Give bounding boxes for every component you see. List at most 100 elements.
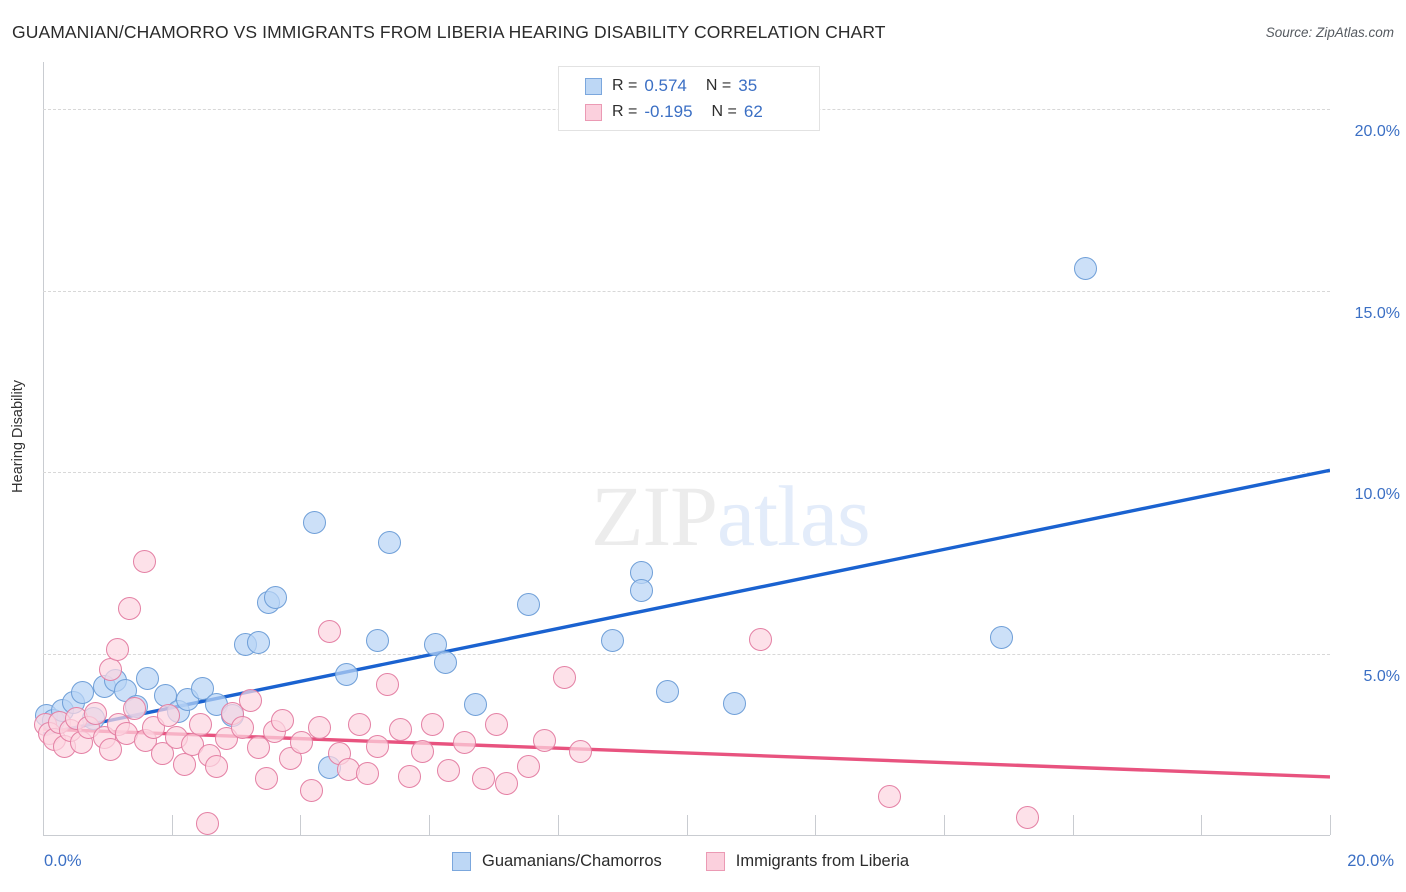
scatter-point[interactable] bbox=[366, 629, 390, 653]
x-axis-tick bbox=[43, 815, 44, 835]
r-value-blue: 0.574 bbox=[644, 76, 687, 95]
y-axis-tick-label: 20.0% bbox=[1354, 123, 1400, 141]
series-legend: Guamanians/Chamorros Immigrants from Lib… bbox=[452, 852, 909, 871]
scatter-point[interactable] bbox=[398, 764, 422, 788]
scatter-point[interactable] bbox=[99, 738, 123, 762]
trend-line bbox=[43, 468, 1330, 736]
scatter-point[interactable] bbox=[247, 631, 271, 655]
scatter-point[interactable] bbox=[156, 703, 180, 727]
x-axis-tick bbox=[1072, 815, 1074, 835]
y-axis-line bbox=[43, 62, 44, 835]
scatter-point[interactable] bbox=[1073, 257, 1097, 281]
x-axis-tick bbox=[171, 815, 173, 835]
scatter-point[interactable] bbox=[189, 712, 213, 736]
r-label-pink: R = bbox=[612, 103, 638, 120]
scatter-point[interactable] bbox=[388, 718, 412, 742]
scatter-point[interactable] bbox=[433, 651, 457, 675]
correlation-legend: R = 0.574 N = 35 R = -0.195 N = 62 bbox=[558, 66, 820, 131]
n-value-blue: 35 bbox=[738, 76, 758, 95]
scatter-point[interactable] bbox=[105, 638, 129, 662]
legend-swatch-guamanians bbox=[585, 77, 602, 95]
scatter-point[interactable] bbox=[133, 549, 157, 573]
x-axis-tick bbox=[943, 815, 945, 835]
scatter-point[interactable] bbox=[436, 758, 460, 782]
y-axis-tick-label: 10.0% bbox=[1354, 486, 1400, 504]
scatter-point[interactable] bbox=[303, 511, 327, 535]
legend-swatch-liberia bbox=[585, 103, 602, 121]
scatter-point[interactable] bbox=[517, 593, 541, 617]
gridline bbox=[43, 472, 1330, 474]
x-axis-tick bbox=[300, 815, 302, 835]
scatter-point[interactable] bbox=[533, 729, 557, 753]
series-swatch-guamanians bbox=[452, 852, 471, 871]
scatter-point[interactable] bbox=[173, 752, 197, 776]
scatter-point[interactable] bbox=[247, 736, 271, 760]
n-value-pink: 62 bbox=[743, 102, 763, 121]
scatter-point[interactable] bbox=[84, 701, 108, 725]
scatter-point[interactable] bbox=[118, 596, 142, 620]
scatter-point[interactable] bbox=[990, 625, 1014, 649]
scatter-point[interactable] bbox=[568, 740, 592, 764]
scatter-point[interactable] bbox=[517, 755, 541, 779]
scatter-point[interactable] bbox=[600, 629, 624, 653]
scatter-point[interactable] bbox=[377, 531, 401, 555]
x-axis-tick bbox=[557, 815, 559, 835]
scatter-point[interactable] bbox=[749, 627, 772, 651]
scatter-point[interactable] bbox=[195, 811, 219, 835]
n-label-blue: N = bbox=[705, 77, 732, 94]
scatter-point[interactable] bbox=[335, 663, 359, 687]
scatter-point[interactable] bbox=[122, 697, 146, 721]
x-axis-max-label: 20.0% bbox=[1347, 852, 1394, 870]
scatter-point[interactable] bbox=[629, 578, 653, 602]
series-legend-item-guamanians[interactable]: Guamanians/Chamorros bbox=[452, 852, 662, 871]
gridline bbox=[43, 290, 1330, 292]
x-axis-min-label: 0.0% bbox=[44, 852, 82, 870]
x-axis-tick bbox=[1201, 815, 1203, 835]
scatter-point[interactable] bbox=[420, 712, 444, 736]
scatter-point[interactable] bbox=[290, 730, 314, 754]
scatter-point[interactable] bbox=[655, 680, 679, 704]
x-axis-tick bbox=[686, 815, 688, 835]
scatter-point[interactable] bbox=[348, 712, 372, 736]
n-label-pink: N = bbox=[711, 103, 737, 120]
scatter-point[interactable] bbox=[1016, 806, 1040, 830]
y-axis-tick-label: 15.0% bbox=[1354, 304, 1400, 322]
scatter-point[interactable] bbox=[411, 740, 435, 764]
x-axis-line bbox=[43, 835, 1330, 836]
y-axis-title: Hearing Disability bbox=[10, 380, 26, 493]
r-label-blue: R = bbox=[612, 77, 638, 94]
gridline bbox=[43, 653, 1330, 655]
scatter-point[interactable] bbox=[485, 712, 509, 736]
scatter-point[interactable] bbox=[552, 665, 576, 689]
scatter-point[interactable] bbox=[723, 692, 747, 716]
scatter-point[interactable] bbox=[494, 771, 518, 795]
scatter-point[interactable] bbox=[270, 709, 294, 733]
scatter-point[interactable] bbox=[264, 585, 288, 609]
r-value-pink: -0.195 bbox=[644, 102, 693, 121]
series-legend-item-liberia[interactable]: Immigrants from Liberia bbox=[705, 852, 910, 871]
scatter-point[interactable] bbox=[300, 779, 324, 803]
scatter-point[interactable] bbox=[317, 620, 341, 644]
scatter-point[interactable] bbox=[191, 676, 215, 700]
scatter-point[interactable] bbox=[255, 767, 279, 791]
scatter-point[interactable] bbox=[238, 689, 262, 713]
scatter-point[interactable] bbox=[356, 761, 380, 785]
scatter-point[interactable] bbox=[463, 692, 487, 716]
scatter-point[interactable] bbox=[205, 755, 229, 779]
scatter-point[interactable] bbox=[230, 716, 254, 740]
scatter-point[interactable] bbox=[877, 785, 901, 809]
series-label-liberia: Immigrants from Liberia bbox=[735, 852, 910, 870]
scatter-point[interactable] bbox=[375, 672, 399, 696]
x-axis-tick bbox=[429, 815, 431, 835]
correlation-legend-row: R = -0.195 N = 62 bbox=[585, 99, 819, 125]
scatter-point[interactable] bbox=[308, 716, 332, 740]
scatter-point[interactable] bbox=[472, 767, 496, 791]
x-axis-tick bbox=[815, 815, 817, 835]
plot-area: ZIPatlas bbox=[34, 62, 1331, 835]
page-title: GUAMANIAN/CHAMORRO VS IMMIGRANTS FROM LI… bbox=[12, 22, 886, 42]
scatter-point[interactable] bbox=[452, 730, 476, 754]
scatter-point[interactable] bbox=[150, 741, 174, 765]
scatter-point[interactable] bbox=[135, 667, 159, 691]
scatter-point[interactable] bbox=[366, 734, 390, 758]
series-swatch-liberia bbox=[705, 852, 725, 871]
